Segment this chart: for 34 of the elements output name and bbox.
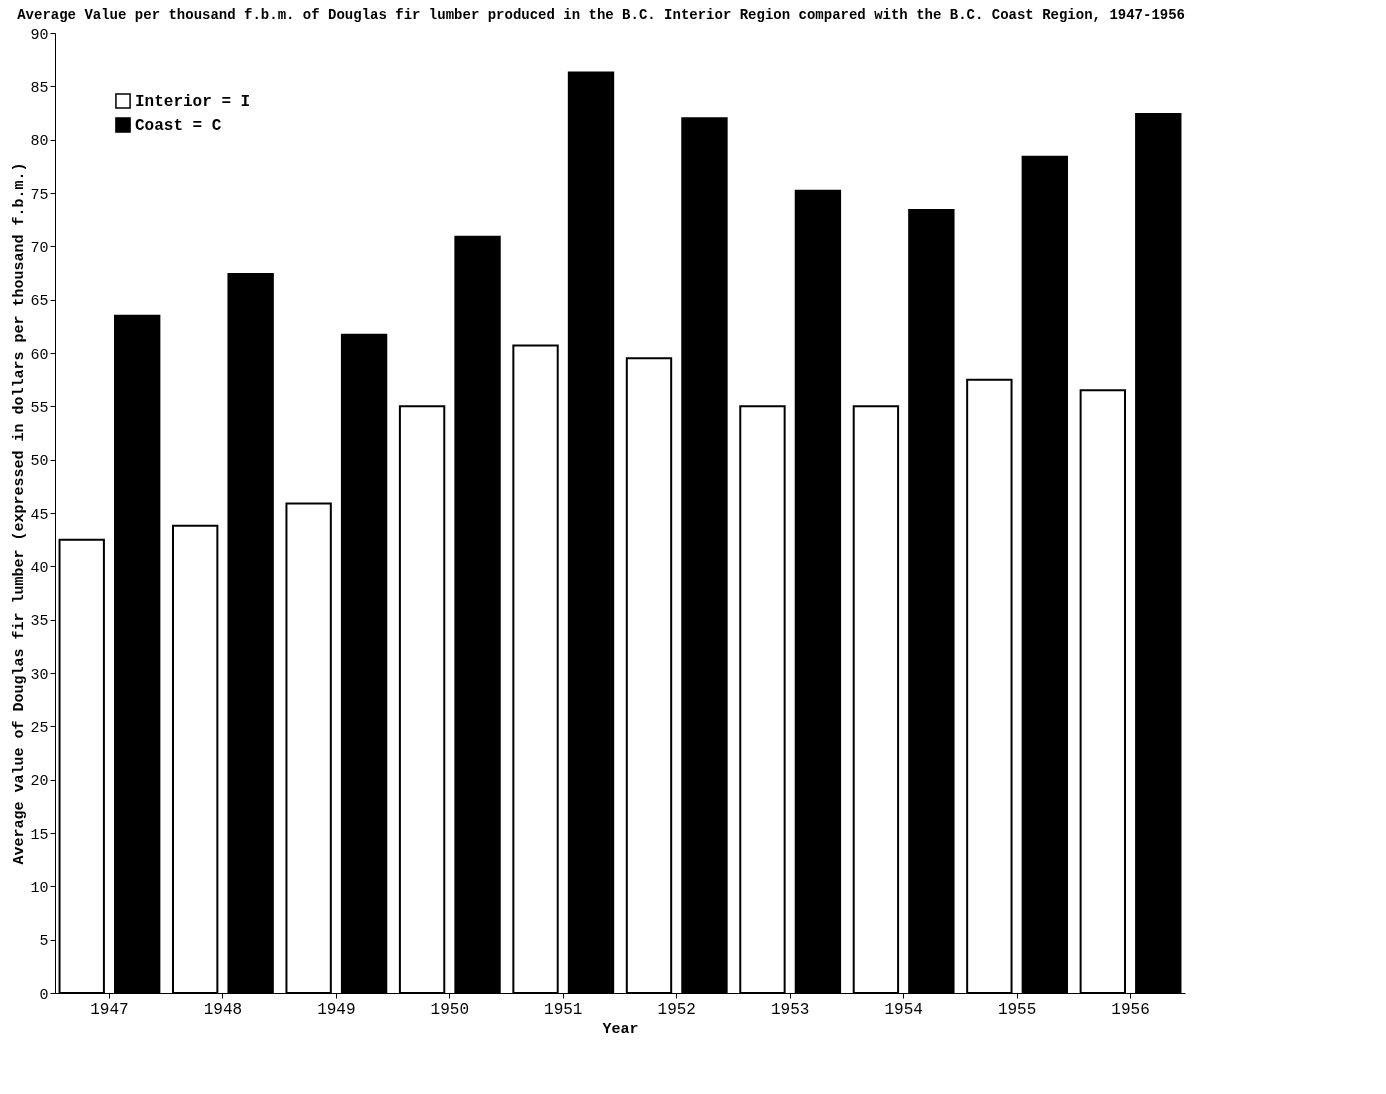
y-tick-label: 40 bbox=[30, 559, 49, 577]
y-tick-label: 0 bbox=[39, 986, 49, 1004]
y-tick-label: 70 bbox=[30, 239, 49, 257]
y-tick-label: 45 bbox=[30, 506, 49, 524]
y-tick-label: 85 bbox=[30, 79, 49, 97]
legend-label: Interior = I bbox=[135, 93, 251, 111]
y-tick-label: 15 bbox=[30, 826, 49, 844]
x-tick-label: 1948 bbox=[203, 1000, 243, 1019]
x-tick-label: 1953 bbox=[770, 1000, 810, 1019]
y-tick-label: 80 bbox=[30, 133, 49, 151]
y-tick-label: 55 bbox=[30, 399, 49, 417]
x-tick-label: 1954 bbox=[884, 1000, 923, 1019]
x-axis-title: Year bbox=[602, 1020, 639, 1038]
x-tick-label: 1950 bbox=[430, 1000, 470, 1019]
y-tick-label: 20 bbox=[30, 773, 49, 791]
x-tick-label: 1947 bbox=[90, 1000, 129, 1019]
y-tick-label: 65 bbox=[30, 293, 49, 311]
legend-label: Coast = C bbox=[135, 117, 222, 135]
y-tick-label: 35 bbox=[30, 613, 49, 631]
y-tick-label: 25 bbox=[30, 719, 49, 737]
y-axis-title: Average value of Douglas fir lumber (expressed in dollars per thousand f.b.m.) bbox=[11, 162, 29, 865]
y-tick-label: 50 bbox=[30, 453, 49, 471]
y-tick-label: 60 bbox=[30, 346, 49, 364]
x-tick-label: 1955 bbox=[997, 1000, 1037, 1019]
x-tick-label: 1951 bbox=[544, 1000, 583, 1019]
y-tick-label: 75 bbox=[30, 186, 49, 204]
x-tick-label: 1949 bbox=[317, 1000, 356, 1019]
y-tick-label: 10 bbox=[30, 879, 49, 897]
x-tick-label: 1956 bbox=[1111, 1000, 1150, 1019]
chart-title: Average Value per thousand f.b.m. of Douglas fir lumber produced in the B.C. Interior Region compared with the B.C. Coast Region, 1947-1956 bbox=[17, 7, 1185, 23]
x-tick-label: 1952 bbox=[657, 1000, 696, 1019]
y-tick-label: 5 bbox=[39, 933, 49, 951]
y-tick-label: 90 bbox=[30, 26, 49, 44]
y-tick-label: 30 bbox=[30, 666, 49, 684]
